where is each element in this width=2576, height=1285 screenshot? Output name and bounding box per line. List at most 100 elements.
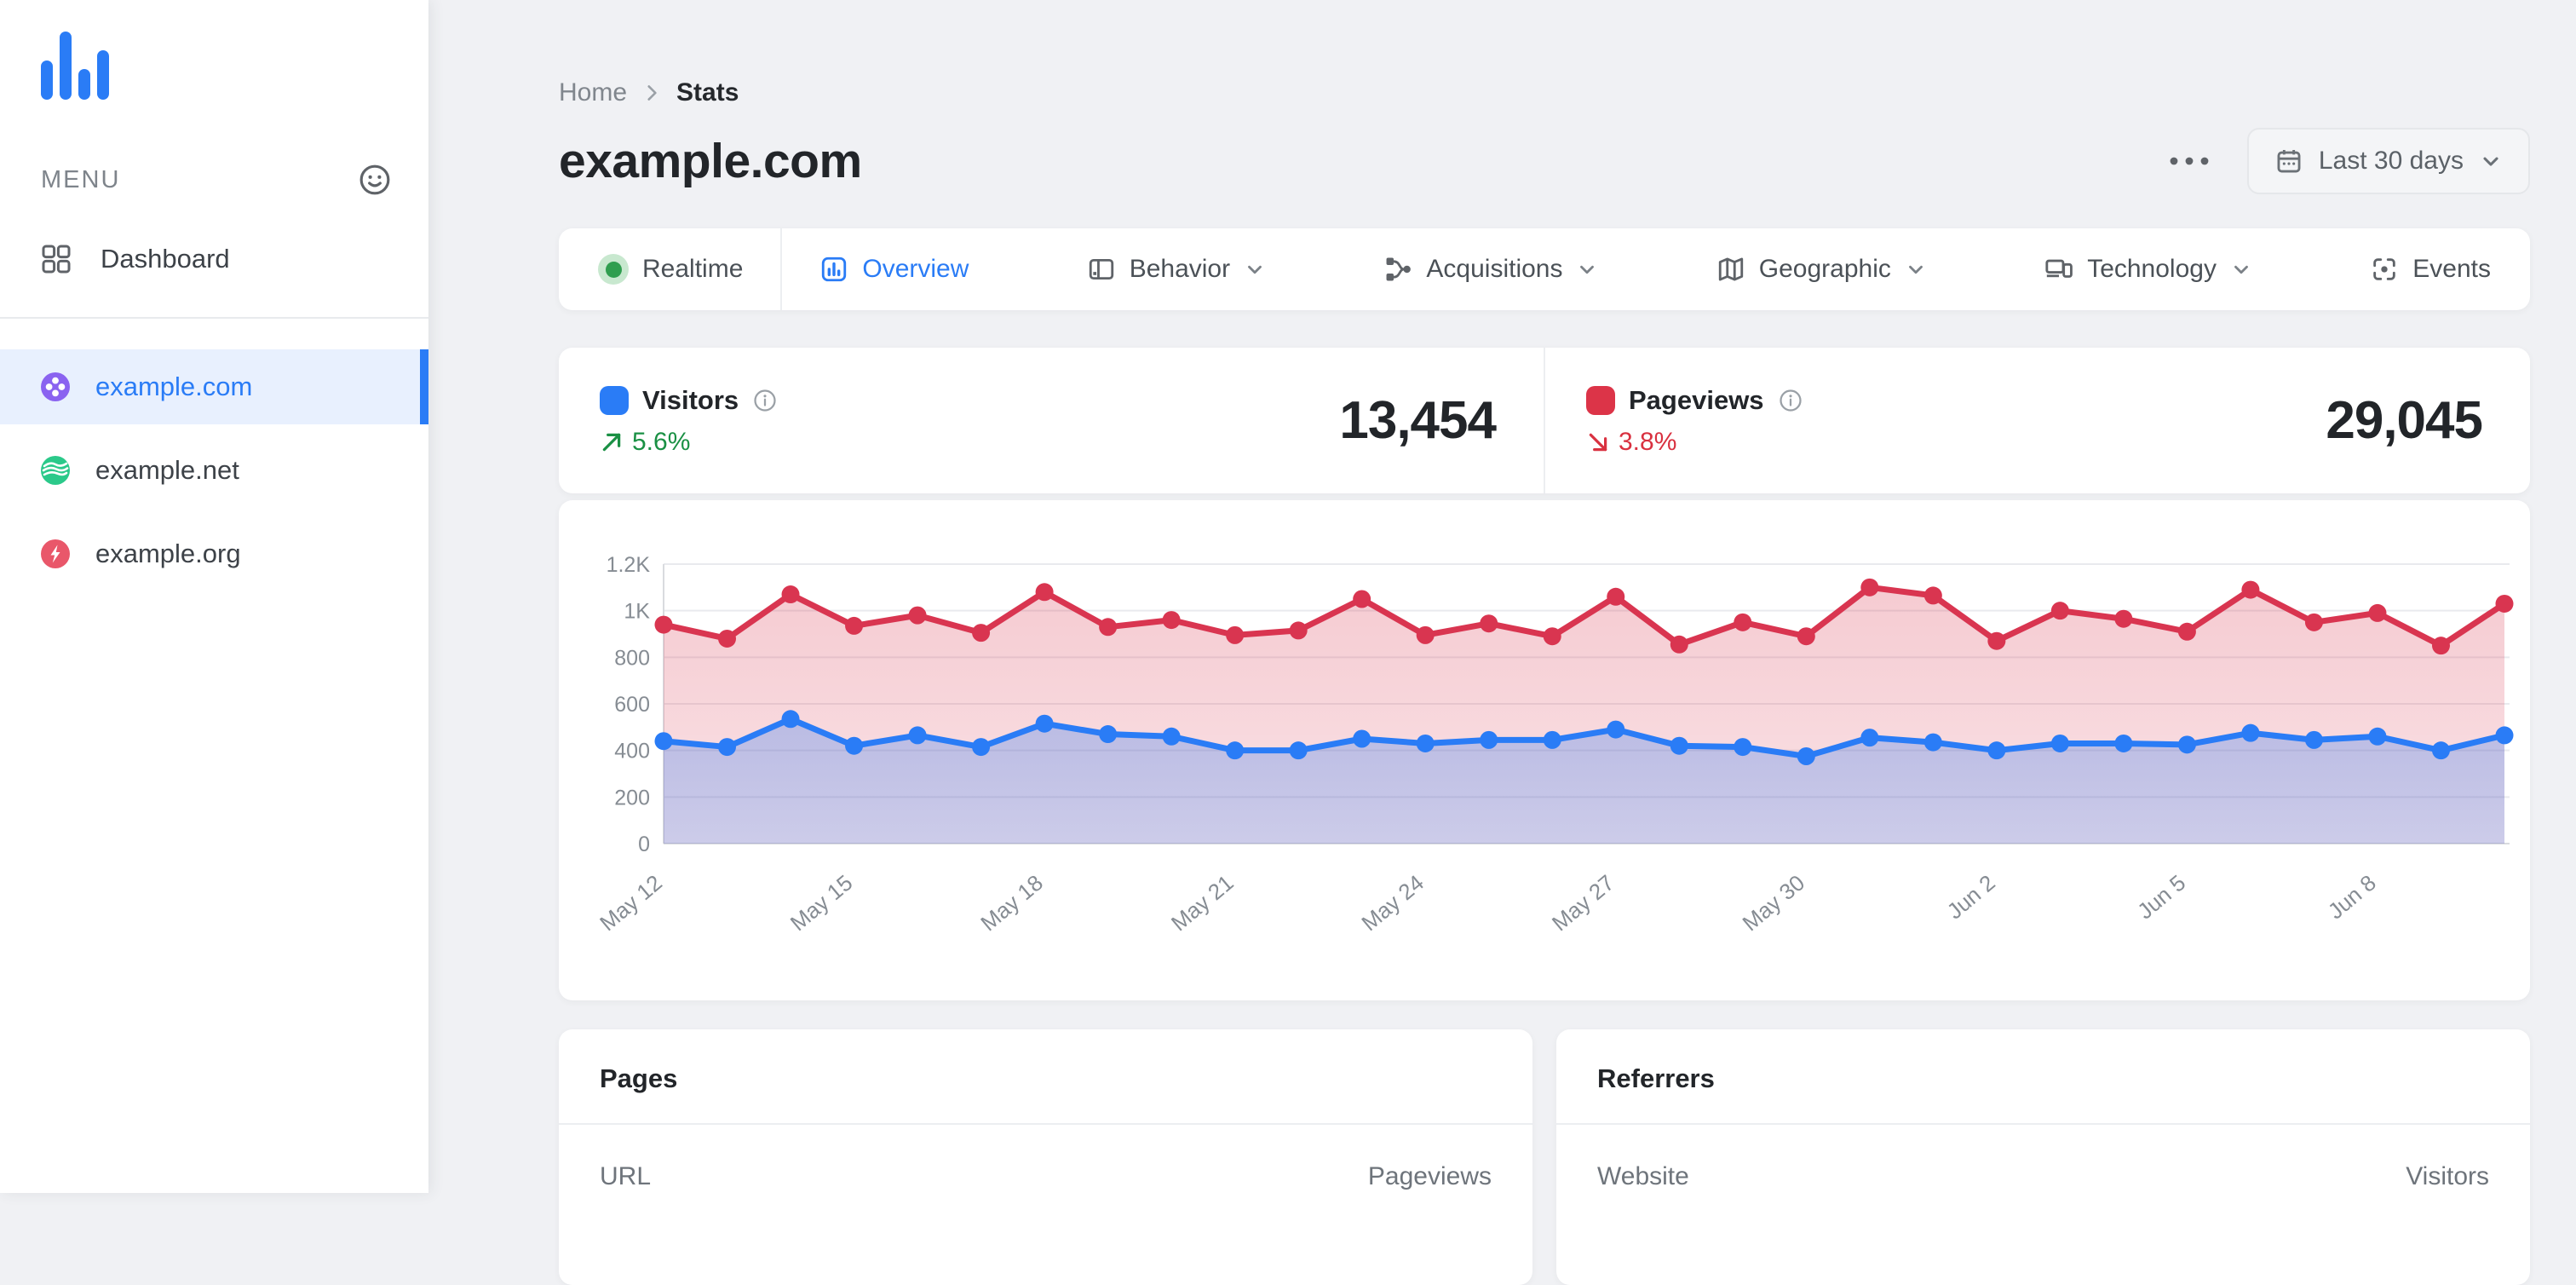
live-dot-icon (598, 254, 629, 285)
tab-overview[interactable]: Overview (819, 255, 969, 284)
calendar-icon (2274, 147, 2303, 176)
svg-text:400: 400 (614, 740, 650, 764)
change-value: 5.6% (632, 427, 691, 456)
pageviews-color-swatch (1586, 385, 1615, 415)
bolt-icon (41, 539, 70, 568)
stat-divider (1544, 348, 1545, 493)
site-label: example.net (95, 455, 239, 485)
tab-label: Technology (2087, 255, 2217, 283)
svg-text:May 27: May 27 (1547, 870, 1619, 936)
chevron-right-icon (641, 82, 663, 104)
pages-column-headers: URL Pageviews (559, 1125, 1532, 1191)
visitors-color-swatch (600, 385, 629, 415)
waves-icon (41, 456, 70, 485)
breadcrumb-home[interactable]: Home (559, 78, 628, 107)
clover-icon (41, 372, 70, 401)
change-value: 3.8% (1619, 427, 1677, 456)
account-face-icon (359, 164, 390, 195)
branch-icon (1383, 255, 1412, 284)
pages-card-title: Pages (600, 1063, 678, 1093)
tab-geographic[interactable]: Geographic (1716, 255, 1927, 284)
svg-text:1.2K: 1.2K (607, 553, 651, 577)
tab-behavior[interactable]: Behavior (1087, 255, 1266, 284)
tab-label: Behavior (1129, 255, 1231, 283)
referrers-card: Referrers Website Visitors (1556, 1029, 2530, 1285)
title-row: example.com (559, 128, 2530, 194)
ellipsis-icon (2170, 157, 2209, 165)
sidebar-sites: example.com example.net (0, 349, 428, 591)
account-button[interactable] (359, 164, 391, 196)
sidebar-item-example-net[interactable]: example.net (0, 433, 428, 508)
pageviews-change: 3.8% (1586, 428, 1803, 457)
info-icon[interactable] (752, 388, 778, 413)
tab-group: Overview Behavior (819, 255, 2491, 284)
referrers-card-title: Referrers (1597, 1063, 1715, 1093)
stat-visitors: Visitors 5.6% (559, 348, 1544, 493)
sidebar-item-label: Dashboard (101, 244, 230, 274)
tab-realtime[interactable]: Realtime (598, 254, 743, 285)
pageviews-value: 29,045 (2326, 391, 2483, 450)
svg-text:May 30: May 30 (1738, 870, 1810, 936)
dashboard-grid-icon (41, 244, 72, 274)
sidebar-divider (0, 317, 428, 319)
tab-acquisitions[interactable]: Acquisitions (1383, 255, 1598, 284)
trend-down-icon (1589, 433, 1607, 451)
stats-summary-card: Visitors 5.6% (559, 348, 2530, 493)
svg-text:1K: 1K (624, 600, 650, 624)
svg-text:Jun 5: Jun 5 (2132, 870, 2190, 925)
tab-label: Events (2412, 255, 2491, 283)
svg-text:May 21: May 21 (1166, 870, 1239, 936)
chevron-down-icon (1576, 258, 1598, 280)
devices-icon (2044, 255, 2073, 284)
info-icon[interactable] (1778, 388, 1803, 413)
svg-text:May 12: May 12 (595, 870, 667, 936)
tab-divider (780, 228, 783, 310)
menu-label: MENU (41, 165, 121, 193)
bar-chart-icon (819, 255, 848, 284)
column-website: Website (1597, 1162, 1689, 1190)
svg-text:Jun 8: Jun 8 (2323, 870, 2381, 925)
tab-label: Acquisitions (1426, 255, 1563, 283)
stat-pageviews: Pageviews 3.8% (1545, 348, 2530, 493)
svg-text:May 18: May 18 (975, 870, 1048, 936)
stat-label: Visitors (642, 384, 739, 415)
chevron-down-icon (1905, 258, 1927, 280)
layout-icon (1087, 255, 1116, 284)
svg-text:600: 600 (614, 693, 650, 717)
sidebar-item-example-org[interactable]: example.org (0, 516, 428, 591)
main-content: Home Stats example.com (428, 0, 2576, 1285)
tab-label: Realtime (642, 255, 744, 283)
traffic-chart[interactable]: 0 200 400 600 800 1K 1.2K May 12 May 15 May 18 May… (559, 500, 2530, 1000)
date-range-label: Last 30 days (2318, 147, 2464, 175)
app-logo[interactable] (41, 28, 109, 100)
sidebar-item-example-com[interactable]: example.com (0, 349, 428, 424)
svg-text:800: 800 (614, 646, 650, 670)
tab-bar: Realtime Overview (559, 228, 2530, 310)
more-options-button[interactable] (2169, 156, 2210, 166)
date-range-button[interactable]: Last 30 days (2246, 128, 2530, 194)
chevron-down-icon (2230, 258, 2252, 280)
title-actions: Last 30 days (2169, 128, 2530, 194)
breadcrumb-current: Stats (676, 78, 739, 107)
page-title: example.com (559, 134, 862, 188)
sidebar-item-dashboard[interactable]: Dashboard (0, 222, 428, 297)
svg-text:Jun 2: Jun 2 (1942, 870, 2000, 925)
pages-card: Pages URL Pageviews (559, 1029, 1532, 1285)
visitors-value: 13,454 (1339, 391, 1497, 450)
svg-text:0: 0 (638, 833, 650, 856)
sidebar-menu-row: MENU (41, 164, 391, 196)
site-label: example.org (95, 539, 241, 568)
stat-label: Pageviews (1629, 384, 1764, 415)
column-visitors: Visitors (2406, 1162, 2489, 1190)
referrers-column-headers: Website Visitors (1556, 1125, 2530, 1191)
tab-technology[interactable]: Technology (2044, 255, 2252, 284)
traffic-chart-svg: 0 200 400 600 800 1K 1.2K May 12 May 15 May 18 May… (595, 553, 2514, 936)
breadcrumb: Home Stats (559, 78, 2530, 107)
tab-events[interactable]: Events (2370, 255, 2491, 284)
column-url: URL (600, 1162, 652, 1190)
sidebar: MENU Dashboard (0, 0, 428, 1193)
tables-row: Pages URL Pageviews Referrers Website Vi… (559, 1029, 2530, 1285)
column-pageviews: Pageviews (1367, 1162, 1492, 1190)
chevron-down-icon (1244, 258, 1266, 280)
